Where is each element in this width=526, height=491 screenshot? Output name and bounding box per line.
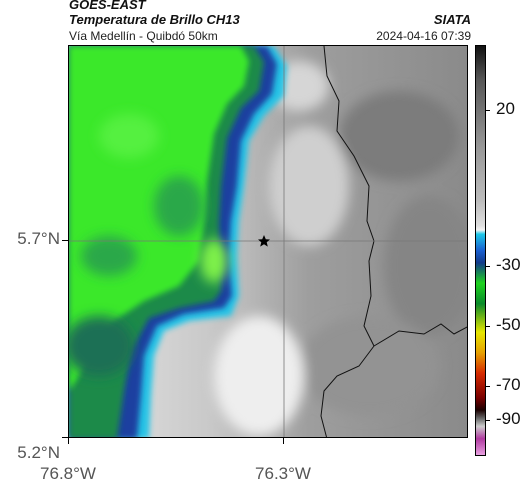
y-tick-mark-5-2 xyxy=(62,437,68,438)
satellite-map[interactable] xyxy=(68,45,468,438)
colorbar-label-neg50: -50 xyxy=(496,315,521,334)
cloud-mottling xyxy=(69,114,228,376)
y-tick-5-7: 5.7°N xyxy=(17,229,60,248)
brand-label: SIATA xyxy=(433,12,471,27)
colorbar-tick-20 xyxy=(486,110,490,111)
product-title: Temperatura de Brillo CH13 xyxy=(69,12,240,27)
colorbar xyxy=(475,45,486,456)
region-label: Vía Medellín - Quibdó 50km xyxy=(69,29,218,43)
border-line-west xyxy=(320,46,375,437)
x-tick-mark-76-8 xyxy=(68,438,69,444)
map-canvas xyxy=(69,46,467,437)
colorbar-label-neg90: -90 xyxy=(496,409,521,428)
colorbar-tick-neg70 xyxy=(486,386,490,387)
y-tick-5-2: 5.2°N xyxy=(17,443,60,462)
x-tick-76-3: 76.3°W xyxy=(255,464,311,483)
colorbar-label-20: 20 xyxy=(496,99,515,118)
colorbar-tick-neg30 xyxy=(486,266,490,267)
star-icon xyxy=(258,235,270,247)
x-tick-76-8: 76.8°W xyxy=(40,464,96,483)
colorbar-label-neg70: -70 xyxy=(496,375,521,394)
timestamp-label: 2024-04-16 07:39 xyxy=(376,29,471,43)
colorbar-tick-neg90 xyxy=(486,420,490,421)
y-tick-mark-5-7 xyxy=(62,240,68,241)
colorbar-tick-neg50 xyxy=(486,326,490,327)
satellite-name: GOES-EAST xyxy=(69,0,146,12)
colorbar-label-neg30: -30 xyxy=(496,255,521,274)
border-line-east xyxy=(373,323,467,347)
x-tick-mark-76-3 xyxy=(283,438,284,444)
